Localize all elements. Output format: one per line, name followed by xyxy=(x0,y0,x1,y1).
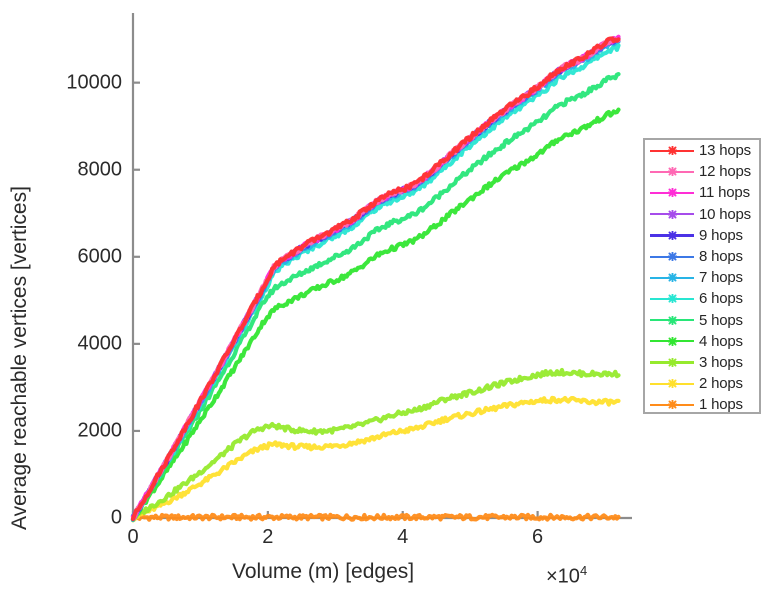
series-line xyxy=(130,39,621,522)
legend-label: 5 hops xyxy=(699,311,743,329)
series-line xyxy=(130,36,621,519)
star-marker-icon xyxy=(667,400,677,410)
legend-label: 4 hops xyxy=(699,332,743,350)
y-tick-label: 10000 xyxy=(66,71,122,94)
x-axis-multiplier-exponent: 4 xyxy=(579,563,588,578)
legend-item[interactable]: 3 hops xyxy=(645,352,759,373)
x-tick-label: 4 xyxy=(397,526,409,548)
x-tick-label: 2 xyxy=(262,526,274,548)
legend-swatch xyxy=(650,398,694,412)
star-marker-icon xyxy=(667,294,677,304)
legend-item[interactable]: 9 hops xyxy=(645,225,759,246)
star-marker-icon xyxy=(667,188,677,198)
star-marker-icon xyxy=(667,230,677,240)
series-line xyxy=(130,367,621,522)
legend-label: 7 hops xyxy=(699,269,743,287)
star-marker-icon xyxy=(667,336,677,346)
legend-swatch xyxy=(650,228,694,242)
legend-label: 6 hops xyxy=(699,290,743,308)
legend-label: 12 hops xyxy=(699,163,751,181)
legend-item[interactable]: 6 hops xyxy=(645,288,759,309)
legend-item[interactable]: 4 hops xyxy=(645,331,759,352)
y-tick-label: 0 xyxy=(110,506,122,529)
y-tick-label: 2000 xyxy=(77,419,123,442)
legend-swatch xyxy=(650,377,694,391)
series-line xyxy=(130,395,621,523)
star-marker-icon xyxy=(667,252,677,262)
legend-item[interactable]: 2 hops xyxy=(645,373,759,394)
legend-label: 3 hops xyxy=(699,353,743,371)
legend-item[interactable]: 12 hops xyxy=(645,161,759,182)
legend-swatch xyxy=(650,186,694,200)
series-line xyxy=(130,36,621,521)
legend-item[interactable]: 13 hops xyxy=(645,140,759,161)
legend-label: 1 hops xyxy=(699,396,743,414)
star-marker-icon xyxy=(667,167,677,177)
series-line xyxy=(130,107,621,522)
legend-label: 8 hops xyxy=(699,248,743,266)
y-tick-labels: 0 2000 4000 6000 8000 10000 xyxy=(0,0,122,600)
legend-swatch xyxy=(650,271,694,285)
legend-swatch xyxy=(650,165,694,179)
y-tick-label: 8000 xyxy=(77,158,123,181)
legend-swatch xyxy=(650,144,694,158)
legend-item[interactable]: 10 hops xyxy=(645,204,759,225)
x-axis-multiplier-base: ×10 xyxy=(546,565,580,588)
star-marker-icon xyxy=(667,273,677,283)
legend-swatch xyxy=(650,334,694,348)
legend-swatch xyxy=(650,250,694,264)
legend-label: 11 hops xyxy=(699,184,750,202)
series-line xyxy=(130,34,621,520)
y-tick-label: 4000 xyxy=(77,332,123,355)
star-marker-icon xyxy=(667,315,677,325)
legend-item[interactable]: 8 hops xyxy=(645,246,759,267)
legend-label: 2 hops xyxy=(699,375,743,393)
star-marker-icon xyxy=(667,379,677,389)
star-marker-icon xyxy=(667,146,677,156)
y-tick-label: 6000 xyxy=(77,245,123,268)
x-axis-multiplier: ×104 xyxy=(546,563,587,589)
star-marker-icon xyxy=(667,357,677,367)
legend-item[interactable]: 5 hops xyxy=(645,310,759,331)
x-tick-label: 0 xyxy=(127,526,139,548)
legend-swatch xyxy=(650,355,694,369)
series-line xyxy=(130,36,621,522)
series-line xyxy=(130,72,621,523)
series-line xyxy=(130,512,621,522)
legend-swatch xyxy=(650,292,694,306)
legend-swatch xyxy=(650,207,694,221)
x-tick-label: 6 xyxy=(532,526,544,548)
legend[interactable]: 13 hops 12 hops 11 hops 10 hops 9 hops 8 hops… xyxy=(643,138,761,414)
series-line xyxy=(130,37,621,521)
axis-ticks xyxy=(131,81,539,520)
legend-item[interactable]: 7 hops xyxy=(645,267,759,288)
legend-swatch xyxy=(650,313,694,327)
legend-label: 13 hops xyxy=(699,142,751,160)
legend-label: 9 hops xyxy=(699,226,743,244)
series-line xyxy=(130,36,621,519)
x-axis-label: Volume (m) [edges] xyxy=(232,560,415,583)
legend-item[interactable]: 11 hops xyxy=(645,182,759,203)
legend-label: 10 hops xyxy=(699,205,751,223)
star-marker-icon xyxy=(667,209,677,219)
legend-item[interactable]: 1 hops xyxy=(645,394,759,415)
axis-lines xyxy=(131,13,632,520)
